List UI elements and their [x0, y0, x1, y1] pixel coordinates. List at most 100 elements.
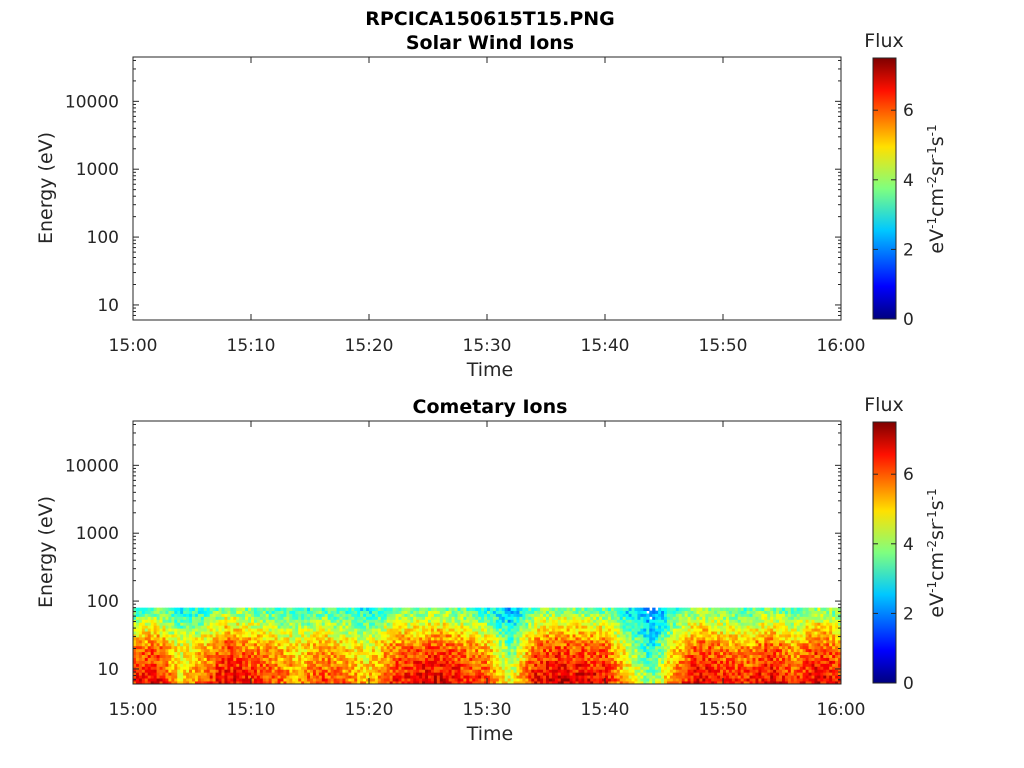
spectrogram-cell — [448, 637, 452, 641]
spectrogram-cell — [640, 666, 644, 670]
spectrogram-cell — [425, 681, 429, 684]
spectrogram-cell — [324, 675, 329, 679]
spectrogram-cell — [504, 639, 509, 644]
spectrogram-cell — [189, 634, 193, 638]
spectrogram-cell — [433, 639, 438, 644]
spectrogram-cell — [224, 648, 228, 653]
spectrogram-cell — [209, 619, 214, 623]
spectrogram-cell — [280, 657, 284, 661]
spectrogram-cell — [371, 631, 376, 635]
spectrogram-cell — [563, 672, 568, 676]
spectrogram-cell — [554, 637, 559, 641]
spectrogram-cell — [262, 672, 267, 676]
spectrogram-cell — [425, 622, 429, 626]
spectrogram-cell — [634, 642, 638, 647]
spectrogram-cell — [186, 637, 190, 641]
spectrogram-cell — [655, 651, 659, 656]
spectrogram-cell — [416, 637, 420, 641]
spectrogram-cell — [531, 645, 535, 650]
spectrogram-cell — [171, 672, 175, 676]
spectrogram-cell — [177, 616, 181, 620]
spectrogram-cell — [389, 663, 393, 667]
spectrogram-cell — [401, 657, 405, 661]
spectrogram-cell — [649, 651, 653, 656]
spectrogram-cell — [218, 637, 222, 641]
spectrogram-cell — [416, 660, 420, 664]
spectrogram-cell — [286, 607, 290, 611]
spectrogram-cell — [262, 645, 267, 650]
spectrogram-cell — [498, 607, 503, 611]
spectrogram-cell — [501, 637, 506, 641]
spectrogram-cell — [413, 634, 417, 638]
spectrogram-cell — [478, 681, 482, 684]
spectrogram-cell — [625, 678, 629, 682]
spectrogram-cell — [242, 622, 246, 626]
spectrogram-cell — [369, 628, 373, 632]
spectrogram-cell — [200, 675, 205, 679]
spectrogram-cell — [180, 610, 184, 614]
spectrogram-cell — [613, 619, 618, 623]
spectrogram-cell — [310, 625, 314, 629]
spectrogram-cell — [643, 622, 647, 626]
spectrogram-cell — [504, 678, 509, 682]
spectrogram-cell — [292, 610, 296, 614]
spectrogram-cell — [428, 642, 432, 647]
spectrogram-cell — [548, 634, 553, 638]
spectrogram-cell — [310, 610, 314, 614]
spectrogram-cell — [510, 654, 514, 658]
spectrogram-cell — [619, 681, 624, 684]
spectrogram-cell — [590, 639, 594, 644]
spectrogram-cell — [622, 678, 627, 682]
spectrogram-cell — [256, 678, 261, 682]
spectrogram-cell — [144, 622, 149, 626]
spectrogram-cell — [584, 654, 588, 658]
spectrogram-cell — [248, 678, 252, 682]
spectrogram-cell — [168, 678, 172, 682]
spectrogram-cell — [242, 657, 246, 661]
spectrogram-cell — [398, 634, 402, 638]
spectrogram-cell — [684, 645, 688, 650]
spectrogram-cell — [312, 634, 317, 638]
spectrogram-cell — [625, 663, 629, 667]
spectrogram-cell — [492, 628, 497, 632]
spectrogram-cell — [374, 657, 379, 661]
spectrogram-cell — [643, 666, 647, 670]
spectrogram-cell — [256, 613, 261, 617]
spectrogram-cell — [602, 669, 606, 673]
spectrogram-cell — [684, 678, 688, 682]
spectrogram-cell — [401, 610, 405, 614]
spectrogram-cell — [537, 651, 541, 656]
spectrogram-cell — [681, 613, 686, 617]
spectrogram-cell — [504, 672, 509, 676]
spectrogram-cell — [554, 631, 559, 635]
spectrogram-cell — [374, 678, 379, 682]
spectrogram-cell — [646, 660, 650, 664]
spectrogram-cell — [560, 657, 565, 661]
spectrogram-cell — [369, 637, 373, 641]
spectrogram-cell — [336, 616, 340, 620]
spectrogram-cell — [312, 613, 317, 617]
spectrogram-cell — [392, 642, 396, 647]
spectrogram-cell — [357, 616, 361, 620]
spectrogram-cell — [575, 657, 579, 661]
spectrogram-cell — [457, 610, 461, 614]
spectrogram-cell — [345, 631, 349, 635]
spectrogram-cell — [413, 631, 417, 635]
spectrogram-cell — [330, 607, 334, 611]
spectrogram-cell — [475, 645, 479, 650]
spectrogram-cell — [377, 654, 382, 658]
spectrogram-cell — [351, 645, 355, 650]
spectrogram-cell — [628, 622, 632, 626]
spectrogram-cell — [192, 654, 196, 658]
spectrogram-cell — [248, 628, 252, 632]
spectrogram-cell — [519, 631, 523, 635]
spectrogram-cell — [203, 619, 208, 623]
spectrogram-cell — [304, 625, 308, 629]
spectrogram-cell — [569, 645, 573, 650]
spectrogram-cell — [637, 651, 641, 656]
spectrogram-cell — [433, 666, 438, 670]
spectrogram-cell — [342, 657, 346, 661]
spectrogram-cell — [463, 663, 467, 667]
spectrogram-cell — [487, 669, 491, 673]
spectrogram-cell — [484, 634, 488, 638]
